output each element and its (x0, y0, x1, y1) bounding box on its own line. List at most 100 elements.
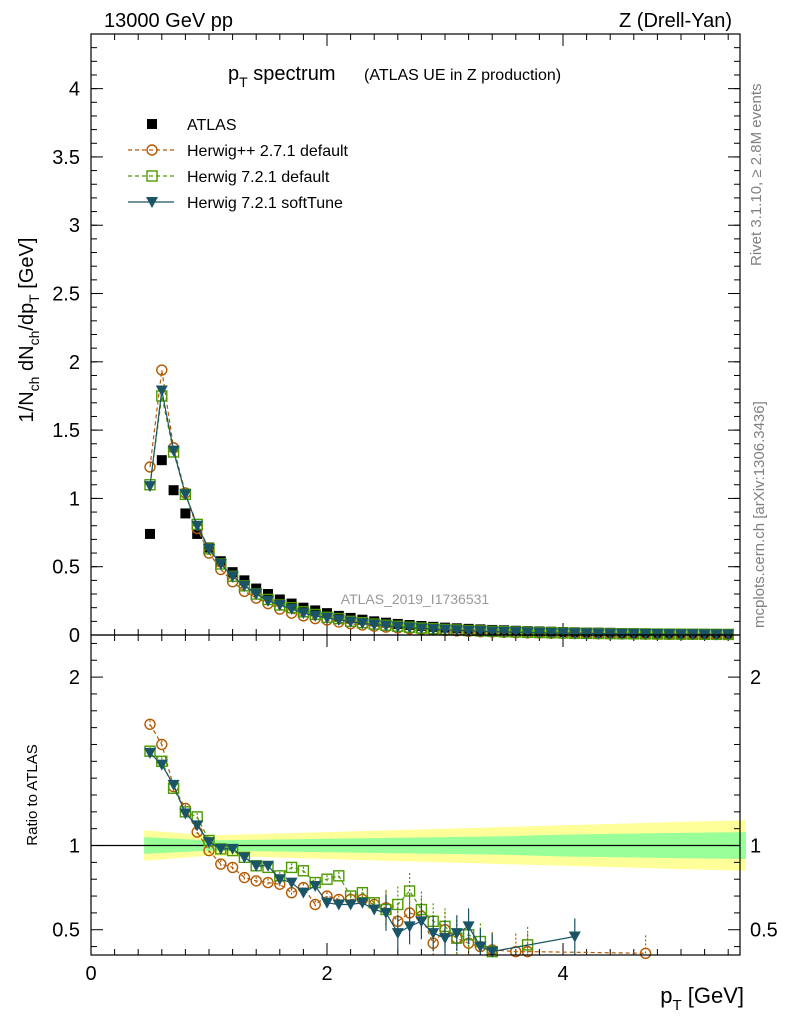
main-data-point (321, 612, 333, 624)
legend-label: ATLAS (187, 117, 237, 134)
main-data-point (580, 628, 593, 640)
main-data-point (286, 598, 297, 609)
analysis-watermark: ATLAS_2019_I1736531 (341, 591, 490, 607)
ratio-data-point (521, 939, 534, 951)
ratio-series-layer (144, 718, 652, 960)
main-title-rest: spectrum (248, 63, 336, 85)
ratio-xtick-label: 0 (85, 963, 96, 985)
main-ylabel-a: 1/N (16, 391, 38, 422)
ratio-data-point (203, 837, 215, 849)
main-data-point (214, 558, 227, 570)
main-data-point (238, 580, 251, 592)
legend-marker (146, 144, 158, 156)
ratio-data-point (309, 898, 321, 911)
ratio-data-point (639, 947, 652, 960)
ratio-data-point (285, 861, 298, 874)
ratio-data-point (403, 885, 416, 897)
ratio-data-point (332, 899, 345, 911)
main-data-point (250, 589, 263, 601)
ratio-data-point (344, 899, 357, 911)
ratio-data-point (321, 897, 333, 909)
main-data-point (592, 628, 605, 640)
ratio-ytick-label-right: 0.5 (750, 920, 778, 942)
ratio-data-point (250, 875, 262, 887)
main-title-sub: T (239, 74, 248, 90)
ratio-data-point (403, 921, 416, 933)
main-ytick-label: 2.5 (52, 284, 80, 306)
legend-marker (146, 170, 158, 182)
ratio-data-point (439, 933, 451, 945)
ratio-ytick-label-left: 0.5 (52, 920, 80, 942)
main-data-point (403, 622, 416, 634)
main-ytick-label: 0.5 (52, 557, 80, 579)
xlabel-b: T (672, 997, 681, 1014)
ratio-data-point (309, 880, 322, 892)
ratio-data-point (415, 916, 428, 928)
main-title-p: p (228, 63, 239, 85)
ratio-data-point (356, 897, 369, 909)
ratio-data-point (191, 820, 204, 832)
main-series-line (149, 369, 729, 636)
main-ylabel-e: /dp (16, 303, 38, 331)
main-data-point (145, 528, 155, 539)
header-left: 13000 GeV pp (104, 10, 233, 32)
main-data-point (415, 623, 428, 635)
main-ytick-label: 0 (69, 625, 80, 647)
xlabel: pT [GeV] (660, 983, 744, 1014)
main-ytick-label: 1 (69, 488, 80, 510)
main-ylabel-b: ch (26, 377, 42, 392)
legend-marker (147, 119, 157, 129)
ratio-data-point (215, 858, 227, 870)
main-title: pT spectrum (228, 63, 336, 90)
ratio-data-point (144, 747, 156, 759)
ratio-ytick-label-left: 2 (69, 667, 80, 689)
main-data-point (474, 626, 487, 638)
main-data-point (155, 385, 168, 397)
main-ytick-label: 2 (69, 352, 80, 374)
ratio-data-point (238, 852, 251, 864)
ratio-data-point (297, 865, 310, 877)
main-data-point (297, 608, 310, 620)
main-data-point (462, 625, 475, 637)
main-ylabel-f: T (26, 294, 42, 303)
main-data-point (533, 627, 546, 639)
ratio-data-point (238, 871, 251, 884)
main-data-point (368, 619, 381, 631)
ratio-data-point (510, 945, 522, 958)
main-series-layer (144, 364, 735, 641)
ratio-data-point (486, 946, 499, 958)
main-data-point (332, 614, 345, 626)
rivet-label: Rivet 3.1.10, ≥ 2.8M events (748, 84, 765, 267)
main-data-point (285, 604, 298, 616)
main-data-point (168, 485, 179, 496)
ratio-data-point (262, 876, 274, 889)
main-data-point (179, 489, 192, 501)
ratio-panel-frame (90, 634, 741, 956)
ratio-data-point (333, 870, 345, 882)
main-data-point (262, 595, 274, 607)
main-data-point (616, 628, 628, 640)
ratio-ytick-label-left: 1 (69, 836, 80, 858)
main-ytick-label: 3.5 (52, 147, 80, 169)
ratio-data-point (568, 931, 581, 943)
xlabel-c: [GeV] (682, 983, 744, 1008)
ratio-data-point (521, 945, 534, 958)
main-data-point (486, 626, 499, 638)
ratio-ytick-label-right: 1 (750, 836, 761, 858)
main-data-point (203, 543, 215, 555)
ratio-data-point (179, 808, 192, 820)
main-data-point (439, 624, 451, 636)
main-data-point (498, 626, 510, 638)
ratio-data-point (392, 898, 404, 911)
main-ytick-label: 3 (69, 215, 80, 237)
ratio-xtick-label: 4 (557, 963, 568, 985)
ratio-ylabel: Ratio to ATLAS (24, 744, 41, 845)
main-data-point (356, 618, 369, 630)
main-data-point (144, 461, 156, 473)
ratio-data-point (262, 860, 274, 872)
main-data-point (344, 616, 357, 628)
main-data-point (309, 610, 322, 622)
ratio-series-line (149, 723, 646, 954)
ratio-data-point (156, 738, 168, 751)
